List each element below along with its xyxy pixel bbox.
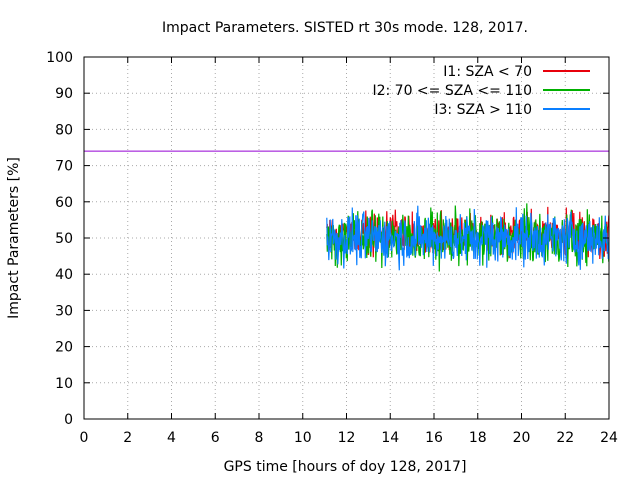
legend: I1: SZA < 70 I2: 70 <= SZA <= 110 I3: SZA … <box>372 64 590 118</box>
x-tick-label: 2 <box>123 430 132 446</box>
y-tick-label: 100 <box>46 50 73 66</box>
y-tick-label: 70 <box>55 159 73 175</box>
legend-label-1: I1: SZA < 70 <box>443 64 532 80</box>
legend-label-3: I3: SZA > 110 <box>434 102 532 118</box>
y-tick-label: 80 <box>55 122 73 138</box>
legend-label-2: I2: 70 <= SZA <= 110 <box>372 83 532 99</box>
y-tick-label: 10 <box>55 376 73 392</box>
ticks: 0 2 4 6 8 10 12 14 16 18 20 22 240102030405060708090… <box>46 50 618 446</box>
y-tick-label: 0 <box>64 412 73 428</box>
chart-title: Impact Parameters. SISTED rt 30s mode. 1… <box>162 20 528 36</box>
x-tick-label: 22 <box>556 430 574 446</box>
x-tick-label: 24 <box>600 430 618 446</box>
x-tick-label: 0 <box>80 430 89 446</box>
x-tick-label: 8 <box>255 430 264 446</box>
y-tick-label: 60 <box>55 195 73 211</box>
y-tick-label: 90 <box>55 86 73 102</box>
y-tick-label: 40 <box>55 267 73 283</box>
x-tick-label: 12 <box>338 430 356 446</box>
x-tick-label: 20 <box>513 430 531 446</box>
series-line-3 <box>326 205 610 271</box>
y-tick-label: 50 <box>55 231 73 247</box>
x-tick-label: 16 <box>425 430 443 446</box>
y-tick-label: 20 <box>55 340 73 356</box>
x-tick-label: 10 <box>294 430 312 446</box>
y-axis-label: Impact Parameters [%] <box>6 157 22 319</box>
x-tick-label: 4 <box>167 430 176 446</box>
y-tick-label: 30 <box>55 303 73 319</box>
x-tick-label: 18 <box>469 430 487 446</box>
x-axis-label: GPS time [hours of doy 128, 2017] <box>224 459 467 475</box>
x-tick-label: 14 <box>381 430 399 446</box>
series-group <box>326 203 610 272</box>
x-tick-label: 6 <box>211 430 220 446</box>
